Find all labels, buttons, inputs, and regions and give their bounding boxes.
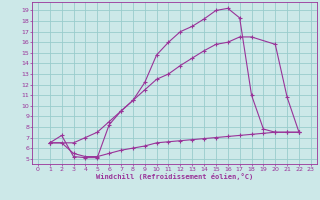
X-axis label: Windchill (Refroidissement éolien,°C): Windchill (Refroidissement éolien,°C) (96, 173, 253, 180)
